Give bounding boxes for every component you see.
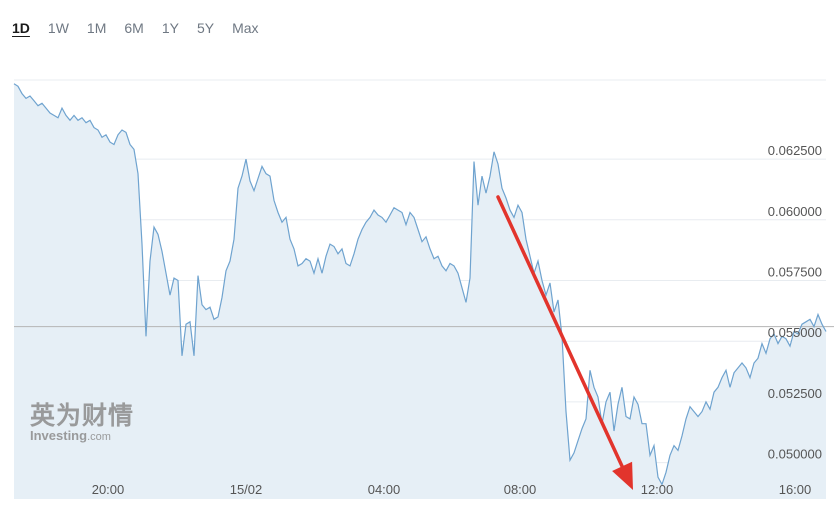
- tab-1w[interactable]: 1W: [47, 20, 69, 36]
- watermark-chinese: 英为财情: [30, 401, 135, 430]
- x-axis-labels: 20:00 15/02 04:00 08:00 12:00 16:00: [92, 482, 812, 497]
- y-tick-label: 0.052500: [768, 386, 822, 401]
- x-tick-label: 20:00: [92, 482, 125, 497]
- tab-1m[interactable]: 1M: [86, 20, 107, 36]
- price-line: [13, 83, 827, 486]
- y-tick-label: 0.060000: [768, 204, 822, 219]
- tab-1y[interactable]: 1Y: [161, 20, 179, 36]
- range-tabs: 1D 1W 1M 6M 1Y 5Y Max: [12, 19, 277, 37]
- price-area-fill: [14, 83, 826, 500]
- x-tick-label: 12:00: [641, 482, 674, 497]
- y-tick-label: 0.050000: [768, 447, 822, 462]
- tab-max[interactable]: Max: [232, 20, 259, 36]
- x-tick-label: 08:00: [504, 482, 537, 497]
- y-tick-label: 0.062500: [768, 143, 822, 158]
- watermark-english-suffix: .com: [87, 431, 111, 443]
- x-tick-label: 16:00: [779, 482, 812, 497]
- x-tick-label: 15/02: [230, 482, 263, 497]
- y-tick-label: 0.055000: [768, 325, 822, 340]
- arrow-head: [612, 461, 633, 490]
- tab-5y[interactable]: 5Y: [196, 20, 215, 36]
- investing-watermark: 英为财情 Investing.com: [30, 401, 135, 444]
- watermark-english: Investing.com: [30, 428, 134, 443]
- x-tick-label: 04:00: [368, 482, 401, 497]
- watermark-english-main: Investing: [30, 428, 88, 443]
- tab-6m[interactable]: 6M: [124, 20, 144, 36]
- tab-1d[interactable]: 1D: [12, 20, 30, 36]
- red-arrow-annotation: [496, 195, 633, 490]
- y-axis-labels: 0.062500 0.060000 0.057500 0.055000 0.052500…: [768, 143, 822, 461]
- y-tick-label: 0.057500: [768, 265, 822, 280]
- arrow-shaft: [496, 195, 624, 469]
